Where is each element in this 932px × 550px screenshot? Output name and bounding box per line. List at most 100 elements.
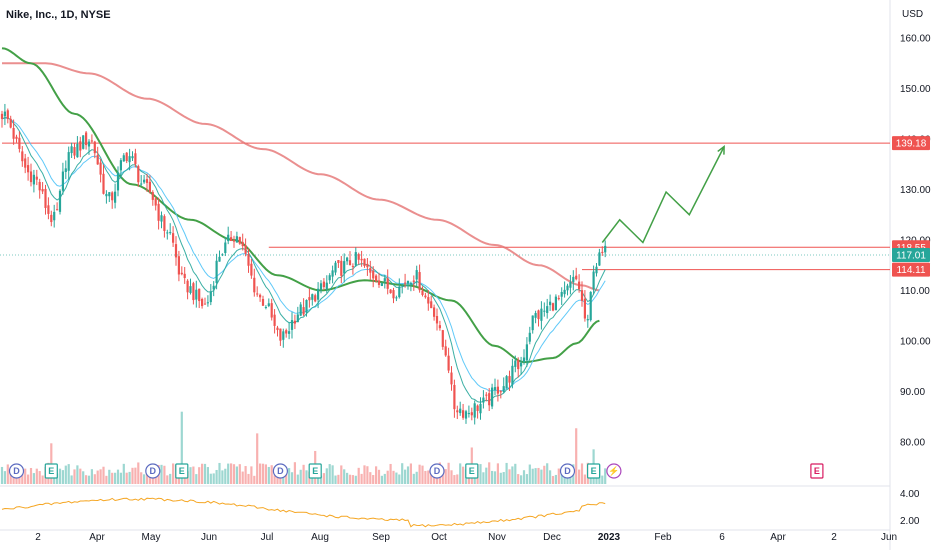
volume-bar — [441, 474, 444, 484]
x-tick-label: Feb — [654, 532, 672, 543]
volume-bar — [70, 475, 73, 484]
candle-body — [111, 192, 114, 201]
candle-body — [360, 258, 363, 261]
candle-body — [369, 268, 372, 273]
candle-body — [456, 410, 459, 413]
volume-bar — [377, 469, 381, 484]
volume-bar — [27, 474, 30, 484]
candle-body — [505, 376, 508, 389]
axes: 160.00150.00140.00130.00120.00110.00100.… — [35, 34, 931, 543]
candle-body — [53, 211, 56, 221]
volume-bar — [508, 469, 511, 484]
volume-bar — [90, 469, 93, 484]
candle-body — [305, 299, 308, 313]
y-tick-label: 90.00 — [900, 387, 925, 398]
volume-bar — [134, 467, 137, 484]
candle-body — [549, 301, 552, 306]
candle-body — [569, 281, 572, 288]
candle-body — [604, 245, 607, 253]
candle-body — [383, 278, 386, 282]
candle-body — [395, 297, 398, 299]
candle-body — [288, 331, 291, 334]
volume-bar — [76, 465, 79, 484]
dividend-marker-letter: D — [150, 466, 157, 476]
volume-bar — [459, 463, 462, 484]
candles — [0, 103, 607, 425]
volume-bar — [111, 472, 114, 484]
candle-body — [41, 189, 44, 192]
volume-bar — [398, 474, 401, 484]
x-tick-label: 2 — [35, 532, 41, 543]
candle-body — [166, 232, 169, 234]
volume-bar — [604, 468, 607, 484]
x-tick-label: Jul — [261, 532, 274, 543]
candle-body — [438, 325, 441, 329]
candle-body — [134, 153, 137, 165]
volume-bar — [79, 468, 82, 484]
candle-body — [473, 403, 476, 418]
volume-bar — [122, 463, 125, 484]
last-price-tag-label: 117.01 — [896, 251, 926, 262]
candle-body — [221, 254, 224, 256]
volume-bar — [253, 475, 256, 484]
volume-bar — [334, 475, 337, 484]
candle-body — [572, 276, 575, 283]
price-level-tag-label: 139.18 — [896, 139, 927, 150]
earnings-marker — [586, 463, 601, 479]
x-tick-label: Jun — [881, 532, 897, 543]
volume-bar — [401, 463, 404, 484]
volume-bar — [424, 470, 427, 484]
volume-bar — [215, 469, 218, 484]
candle-body — [534, 313, 537, 318]
dividend-marker — [145, 463, 161, 479]
candle-body — [29, 171, 33, 183]
candle-body — [201, 299, 204, 307]
volume-bar — [427, 470, 430, 484]
volume-bar — [58, 468, 62, 484]
candle-body — [119, 160, 122, 171]
dividend-marker-letter: D — [13, 466, 20, 476]
volume-bar — [456, 474, 459, 484]
volume-bar — [218, 462, 221, 484]
candle-body — [433, 307, 436, 317]
price-level-tag — [892, 136, 930, 151]
volume-bar — [502, 472, 505, 484]
candle-body — [514, 360, 517, 367]
candle-body — [270, 303, 273, 318]
candle-body — [311, 294, 314, 300]
candle-body — [128, 156, 131, 163]
volume-bar — [224, 468, 227, 484]
volume-bar — [575, 428, 578, 484]
price-level-tag — [892, 262, 930, 277]
volume-bar — [154, 472, 157, 484]
candle-body — [389, 289, 392, 294]
volume-bar — [450, 470, 453, 484]
candle-body — [392, 290, 395, 299]
candle-body — [253, 277, 256, 293]
candle-body — [601, 251, 604, 253]
volume-bar — [340, 465, 343, 484]
candle-body — [386, 278, 389, 289]
candle-body — [528, 332, 531, 342]
x-tick-label: Apr — [770, 532, 786, 543]
candle-body — [299, 304, 302, 316]
candle-body — [560, 291, 563, 297]
price-level-tag-label: 114.11 — [896, 265, 926, 276]
volume-bar — [517, 474, 520, 484]
candle-body — [276, 327, 279, 331]
candle-body — [238, 237, 241, 244]
candle-body — [319, 283, 323, 290]
volume-bar — [462, 466, 465, 484]
candle-body — [322, 281, 325, 288]
earnings-marker — [175, 463, 189, 479]
y-tick-label: 160.00 — [900, 34, 931, 45]
candle-body — [70, 146, 73, 154]
lower-y-tick-label: 4.00 — [900, 489, 920, 500]
candle-body — [27, 165, 30, 173]
x-tick-label: 2 — [831, 532, 837, 543]
candle-body — [285, 330, 288, 334]
volume-bar — [383, 473, 386, 484]
volume-bar — [288, 468, 291, 484]
